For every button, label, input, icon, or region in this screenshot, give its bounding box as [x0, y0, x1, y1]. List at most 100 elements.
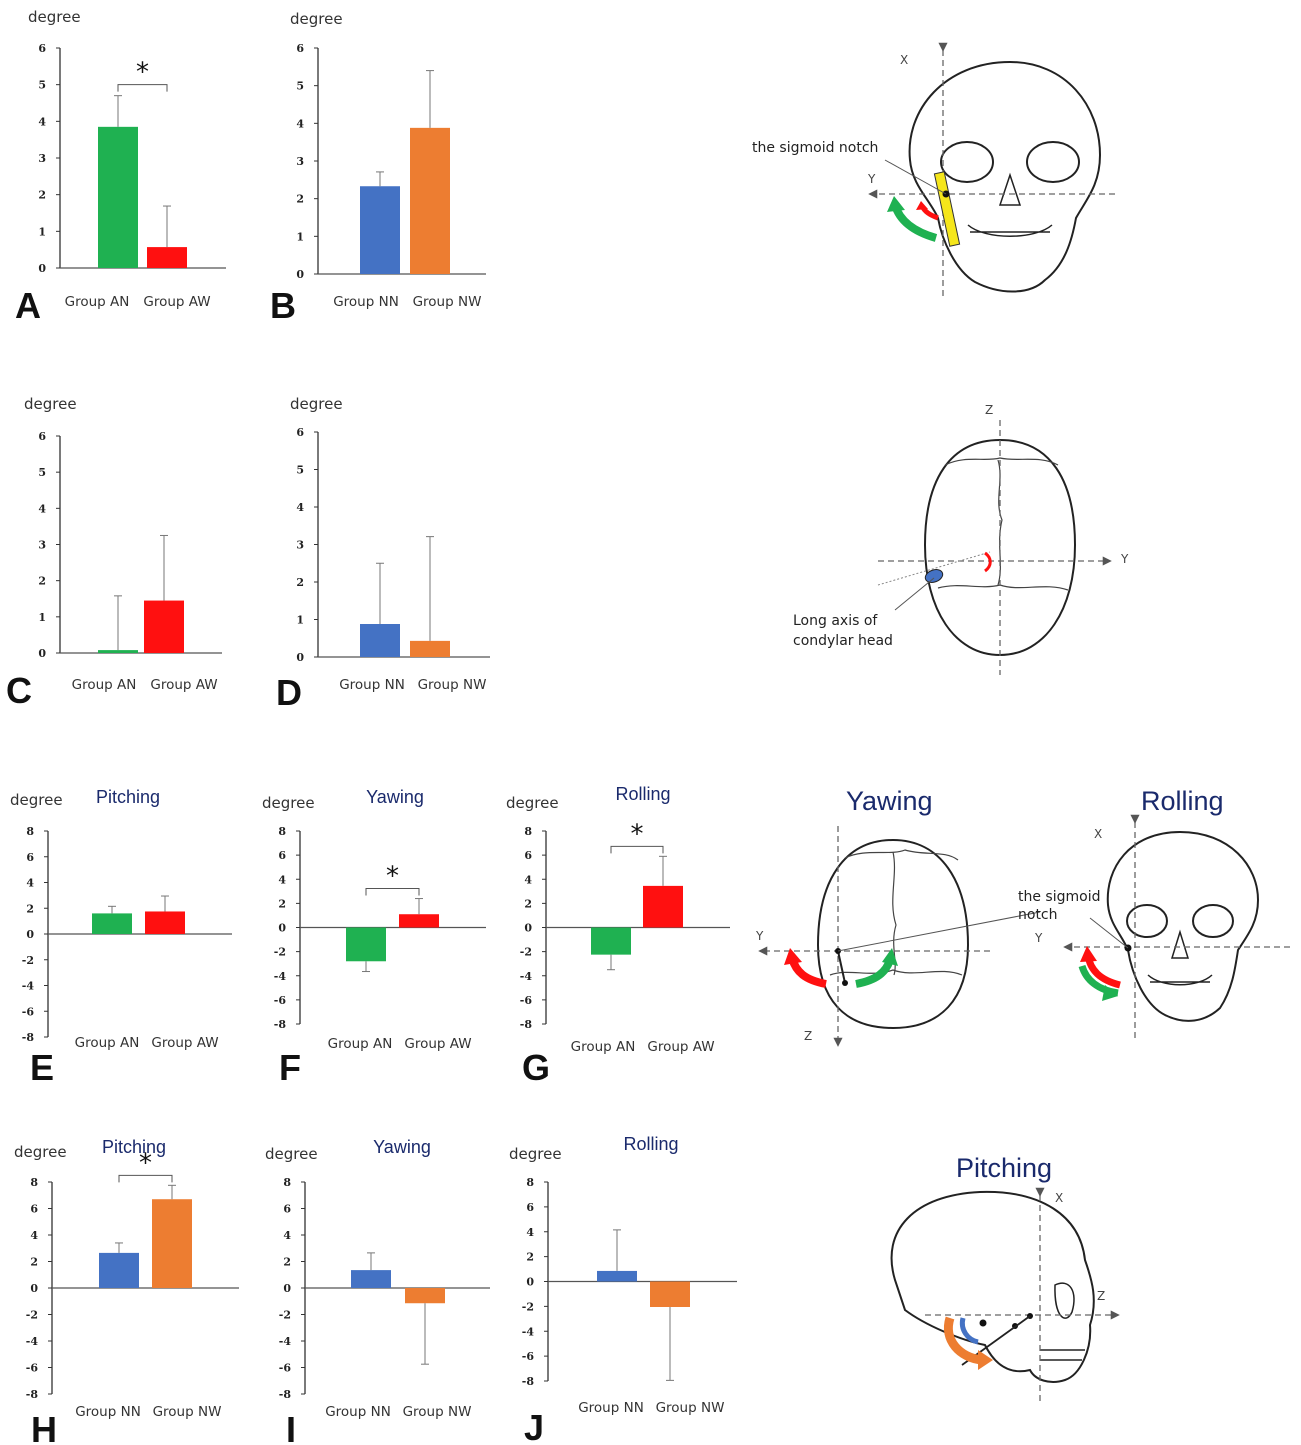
chart-g-ylabel: degree	[506, 794, 559, 812]
chart-e-tick-label: 8	[26, 825, 34, 838]
chart-i-tick-label: 2	[283, 1256, 291, 1269]
condylar-head	[924, 569, 944, 583]
chart-a-category-label: Group AN	[65, 294, 130, 310]
chart-i-tick-label: -4	[279, 1335, 292, 1348]
chart-c-ylabel: degree	[24, 395, 77, 413]
chart-e-tick-label: 6	[26, 851, 34, 864]
teeth	[967, 224, 1053, 237]
chart-g-category-label: Group AW	[647, 1039, 714, 1055]
chart-f-tick-label: -8	[274, 1018, 287, 1031]
chart-a-tick-label: 2	[38, 189, 46, 202]
chart-b-tick-label: 5	[296, 80, 304, 93]
chart-f-category-label: Group AN	[328, 1036, 393, 1052]
chart-j-bar-2	[650, 1281, 690, 1307]
chart-h-tick-label: -4	[26, 1335, 39, 1348]
chart-a-category-label: Group AW	[143, 294, 210, 310]
chart-h-panel-label: H	[31, 1409, 57, 1445]
chart-g-significance-star: *	[631, 819, 644, 849]
chart-c-tick-label: 2	[38, 575, 46, 588]
red-arrow-head	[916, 201, 928, 210]
chart-f-tick-label: 2	[278, 897, 286, 910]
lambdoid-suture	[937, 584, 1069, 591]
chart-h-category-label: Group NN	[75, 1404, 141, 1420]
chart-e-panel-label: E	[30, 1047, 54, 1088]
axis-x-label: X	[900, 53, 908, 67]
pitching-illustration: Pitching X Z	[890, 1153, 1120, 1405]
chart-c-tick-label: 5	[38, 466, 46, 479]
chart-e-bar-2	[145, 911, 185, 934]
chart-f-significance-star: *	[386, 862, 399, 892]
chart-e-tick-label: 2	[26, 902, 34, 915]
chart-e-bar-1	[92, 913, 132, 934]
chart-j-tick-label: 2	[526, 1251, 534, 1264]
condylar-head-label-2: condylar head	[793, 633, 893, 649]
chart-i-category-label: Group NN	[325, 1404, 391, 1420]
chart-j-tick-label: 0	[526, 1276, 534, 1289]
chart-h-tick-label: -8	[26, 1388, 39, 1401]
chart-b-category-label: Group NW	[413, 294, 482, 310]
chart-d-bar-2	[410, 640, 450, 657]
chart-f-bar-2	[399, 914, 439, 928]
chart-h-significance-bracket	[118, 1174, 173, 1183]
chart-d-panel-label: D	[276, 672, 302, 713]
chart-c-tick-label: 3	[38, 539, 46, 552]
chart-h-tick-label: 4	[30, 1229, 38, 1242]
chart-i-bar-1	[351, 1270, 391, 1288]
pitching-skull	[890, 1190, 1095, 1383]
chart-e-tick-label: -6	[22, 1005, 35, 1018]
chart-f-tick-label: -2	[274, 946, 286, 959]
chart-a-tick-label: 1	[38, 225, 46, 238]
chart-c-tick-label: 6	[38, 430, 46, 443]
rolling-skull	[1106, 830, 1260, 1022]
chart-f-ylabel: degree	[262, 794, 315, 812]
chart-i-panel-label: I	[286, 1409, 296, 1445]
chart-a-significance-bracket	[117, 84, 168, 92]
chart-j-bar-1	[597, 1270, 637, 1282]
chart-j-title: Rolling	[623, 1134, 678, 1154]
chart-e-tick-label: 0	[26, 928, 34, 941]
pitching-title: Pitching	[956, 1153, 1052, 1183]
chart-c-bar-1	[98, 650, 138, 653]
chart-f-tick-label: 8	[278, 825, 286, 838]
chart-c-tick-label: 1	[38, 611, 46, 624]
chart-g-panel-label: G	[522, 1047, 550, 1088]
chart-b-tick-label: 2	[296, 193, 304, 206]
chart-f-panel-label: F	[279, 1047, 301, 1088]
chart-d-ylabel: degree	[290, 395, 343, 413]
chart-a-tick-label: 5	[38, 79, 46, 92]
rolling-x-label: X	[1094, 827, 1102, 841]
chart-d-category-label: Group NN	[339, 677, 405, 693]
orbit-left	[940, 141, 994, 183]
chart-j-tick-label: 4	[526, 1226, 534, 1239]
chart-i-tick-label: -8	[279, 1388, 292, 1401]
chart-a-panel-label: A	[15, 285, 41, 326]
chart-e-title: Pitching	[96, 787, 160, 807]
chart-c-tick-label: 0	[38, 647, 46, 660]
chart-i-ylabel: degree	[265, 1145, 318, 1163]
yawing-illustration: Yawing Y Z	[755, 786, 1041, 1047]
chart-j-tick-label: -8	[522, 1375, 535, 1388]
chart-f-tick-label: 6	[278, 849, 286, 862]
chart-g-tick-label: 8	[524, 825, 532, 838]
annotation-leader-top	[894, 577, 935, 611]
red-angle-arc	[984, 551, 992, 573]
chart-e-tick-label: -2	[22, 954, 34, 967]
chart-b-tick-label: 4	[296, 117, 304, 130]
chart-b-tick-label: 0	[296, 268, 304, 281]
chart-h-ylabel: degree	[14, 1143, 67, 1161]
chart-j-category-label: Group NW	[656, 1400, 725, 1416]
chart-i-tick-label: -6	[279, 1362, 292, 1375]
chart-h-category-label: Group NW	[153, 1404, 222, 1420]
chart-d-tick-label: 3	[296, 539, 304, 552]
chart-e-category-label: Group AW	[151, 1035, 218, 1051]
green-arrow-head	[887, 196, 905, 212]
chart-g-tick-label: 0	[524, 922, 532, 935]
chart-i-tick-label: 4	[283, 1229, 291, 1242]
chart-b-ylabel: degree	[290, 10, 343, 28]
skull-outline	[908, 60, 1102, 293]
chart-a-significance-star: *	[136, 58, 149, 88]
chart-e-tick-label: 4	[26, 877, 34, 890]
condylar-head-label-1: Long axis of	[793, 613, 878, 629]
yawing-cranium	[816, 838, 970, 1030]
chart-b-tick-label: 1	[296, 230, 304, 243]
